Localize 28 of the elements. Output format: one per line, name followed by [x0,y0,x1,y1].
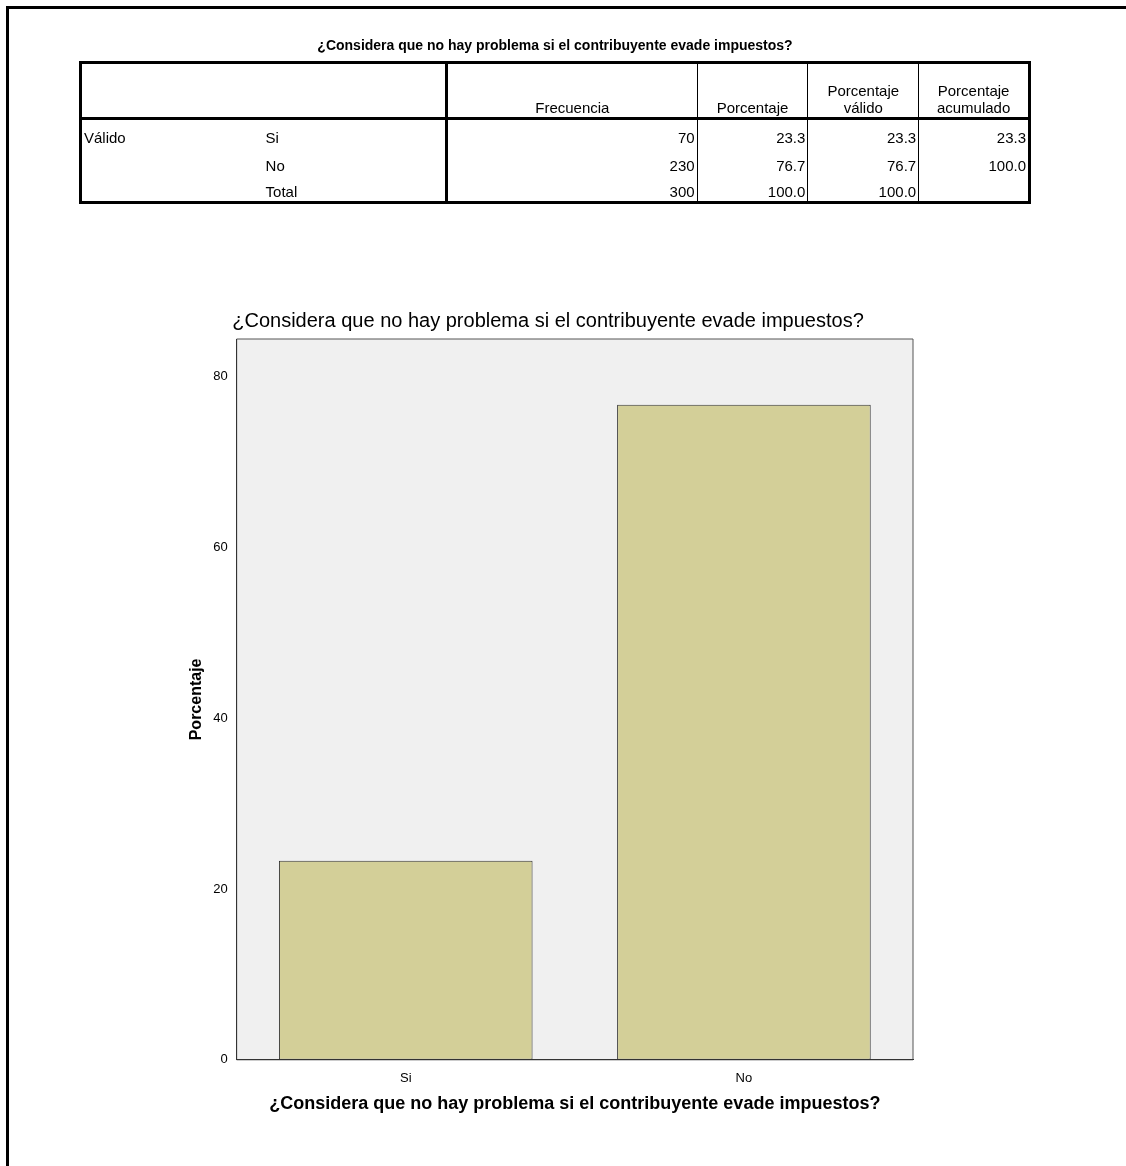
text: 76.7 [807,146,919,175]
text: 100.0 [697,174,808,203]
text: Total [264,182,299,202]
text: Válido [83,127,127,147]
text: Frecuencia [446,62,698,119]
y-tick-label: 60 [213,538,228,554]
text: 100.0 [918,146,1030,175]
text: 100.0 [807,174,919,203]
chart-title: ¿Considera que no hay problema si el contribuyente evade impuestos? [232,308,864,331]
text: 300 [446,174,698,203]
text: 230 [446,146,698,175]
text: 70 [446,118,698,147]
y-tick-label: 20 [213,880,228,896]
text: 23.3 [918,118,1030,147]
text: No [264,155,286,175]
text: Porcentaje [697,62,808,119]
text: 76.7 [697,146,808,175]
y-tick-label: 40 [213,709,228,725]
y-tick-label: 80 [213,368,228,384]
y-axis-title: Porcentaje [187,658,205,741]
y-tick-label: 0 [220,1051,228,1067]
text: Si [264,127,280,147]
x-axis-title: ¿Considera que no hay problema si el contribuyente evade impuestos? [269,1093,881,1114]
text: Porcentaje válido [807,62,919,119]
text: 23.3 [697,118,808,147]
text: 23.3 [807,118,919,147]
text: ¿Considera que no hay problema si el contribuyente evade impuestos? [316,37,794,53]
text: Porcentaje acumulado [918,62,1030,119]
